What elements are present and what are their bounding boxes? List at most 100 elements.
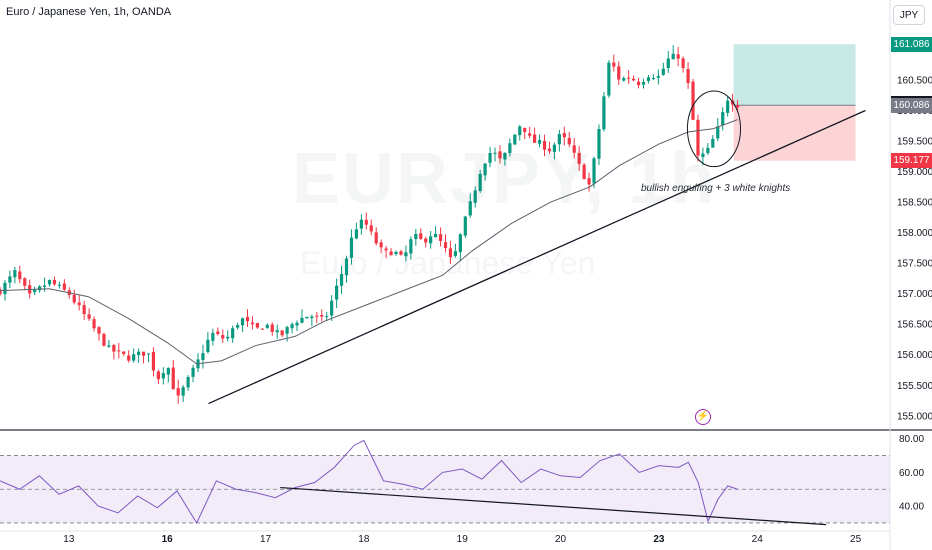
candle[interactable] [696,114,700,162]
candle[interactable] [661,62,665,76]
candle[interactable] [424,236,428,248]
candle[interactable] [290,322,294,334]
candle[interactable] [612,54,616,72]
candle[interactable] [354,222,359,240]
candle[interactable] [721,107,725,131]
candle[interactable] [463,215,467,238]
candle[interactable] [389,248,393,256]
price-tag[interactable]: 161.086 [891,36,932,52]
candle[interactable] [87,308,91,321]
candle[interactable] [666,50,670,73]
candle[interactable] [47,279,52,287]
candle[interactable] [156,369,161,385]
candle[interactable] [651,74,656,80]
candle[interactable] [419,228,423,240]
candle[interactable] [735,99,740,112]
candle[interactable] [394,250,398,256]
candle[interactable] [374,227,378,246]
candle[interactable] [62,279,66,292]
candle[interactable] [196,353,200,372]
candle[interactable] [260,328,264,330]
candle[interactable] [622,76,626,82]
candle[interactable] [72,289,76,305]
candle[interactable] [344,255,349,283]
candle[interactable] [127,350,131,363]
candle[interactable] [681,56,685,73]
rsi-trendline[interactable] [280,486,827,526]
candle[interactable] [112,343,116,360]
candle[interactable] [671,45,675,60]
candle[interactable] [57,281,62,289]
candle[interactable] [181,385,185,402]
candle[interactable] [117,342,121,359]
support-trendline[interactable] [208,109,866,405]
price-tag[interactable]: 159.177 [891,153,932,169]
candle[interactable] [315,311,319,324]
candle[interactable] [438,227,443,247]
candle[interactable] [335,278,339,309]
candle[interactable] [379,239,383,254]
candle[interactable] [547,141,552,154]
candle[interactable] [627,70,631,84]
candle[interactable] [533,127,537,143]
candle[interactable] [513,134,517,146]
candle[interactable] [676,47,680,67]
candle[interactable] [330,295,334,321]
candle[interactable] [582,163,586,180]
candle[interactable] [201,344,205,369]
candle[interactable] [349,229,354,265]
candle[interactable] [404,245,408,262]
candle[interactable] [206,331,210,354]
candle[interactable] [577,146,581,171]
candle[interactable] [399,249,403,256]
candle[interactable] [52,276,57,286]
target-zone[interactable] [733,44,856,106]
candle[interactable] [97,326,101,341]
candle[interactable] [607,60,611,98]
candle[interactable] [186,375,190,391]
candle[interactable] [23,277,27,291]
stop-zone[interactable] [733,105,856,161]
candle[interactable] [137,348,141,363]
candle[interactable] [250,316,255,330]
candle[interactable] [592,156,596,189]
candle[interactable] [711,135,715,148]
candle[interactable] [542,134,547,157]
candle[interactable] [369,219,373,236]
candle[interactable] [236,322,240,330]
candle[interactable] [414,229,418,246]
candle[interactable] [107,339,111,348]
candle[interactable] [478,169,482,193]
candle[interactable] [567,131,571,148]
candle[interactable] [176,379,180,404]
candle[interactable] [280,329,284,338]
candle[interactable] [300,309,304,324]
candle[interactable] [122,351,126,357]
rsi-panel[interactable]: 40.00 60.00 80.00 [0,434,924,526]
candle[interactable] [473,186,477,208]
lightning-icon[interactable]: ⚡ [695,409,711,425]
candle[interactable] [602,92,606,132]
price-tag[interactable]: 160.086 [891,97,932,113]
candle[interactable] [528,126,532,139]
candle[interactable] [468,193,472,218]
candle[interactable] [226,330,230,342]
candle[interactable] [339,265,344,295]
candle[interactable] [33,286,37,296]
candle[interactable] [364,212,368,230]
candle[interactable] [453,243,458,258]
candle[interactable] [552,142,557,160]
candle[interactable] [166,367,170,383]
highlight-circle[interactable] [686,90,742,168]
candle[interactable] [429,231,433,249]
rsi-line[interactable] [0,439,738,525]
candle[interactable] [448,240,453,264]
candle[interactable] [523,127,527,140]
candle[interactable] [13,266,17,284]
candle[interactable] [265,323,269,330]
candle[interactable] [102,332,106,347]
candle[interactable] [646,74,651,84]
candle[interactable] [18,265,22,284]
candle[interactable] [275,324,279,339]
